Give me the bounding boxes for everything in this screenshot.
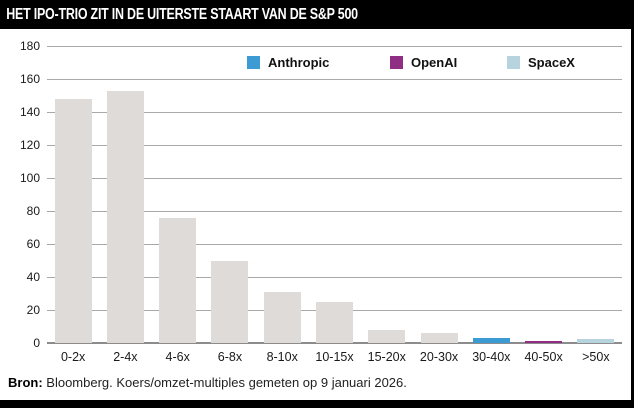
bar-40-50x-openai (525, 340, 563, 343)
x-tick-6-8x: 6-8x (217, 350, 243, 364)
chart-title: HET IPO-TRIO ZIT IN DE UITERSTE STAART V… (6, 5, 358, 23)
gridline-160 (47, 78, 622, 80)
bar-6-8x (211, 260, 249, 343)
y-tick-60: 60 (26, 237, 40, 251)
source-note-text: Bloomberg. Koers/omzet-multiples gemeten… (42, 375, 407, 390)
legend-item-openai: OpenAI (390, 55, 457, 70)
x-tick-2-4x: 2-4x (113, 350, 138, 364)
x-tick-40-50x: 40-50x (524, 350, 563, 364)
y-tick-120: 120 (19, 138, 40, 152)
x-tick-10-15x: 10-15x (315, 350, 354, 364)
gridline-60 (47, 243, 622, 245)
gridline-120 (47, 144, 622, 146)
x-tick-4-6x: 4-6x (165, 350, 190, 364)
x-tick->50x: >50x (582, 350, 610, 364)
gridline-100 (47, 177, 622, 179)
x-tick-0-2x: 0-2x (60, 350, 86, 364)
bar-10-15x (316, 301, 353, 343)
legend-swatch-spacex (507, 56, 520, 69)
gridline-140 (47, 111, 622, 113)
bar-8-10x (263, 291, 301, 343)
y-tick-180: 180 (19, 39, 40, 53)
y-tick-20: 20 (26, 303, 40, 317)
bar-2-4x (106, 90, 144, 343)
frame-bottom-bar (0, 400, 634, 408)
x-tick-15-20x: 15-20x (367, 350, 406, 364)
x-tick-20-30x: 20-30x (419, 350, 459, 364)
source-note-label: Bron: (8, 375, 43, 390)
y-tick-40: 40 (26, 270, 40, 284)
legend-swatch-openai (390, 56, 403, 69)
gridline-180 (47, 45, 622, 47)
y-tick-0: 0 (33, 336, 40, 350)
legend-label-spacex: SpaceX (528, 55, 575, 70)
x-tick-30-40x: 30-40x (472, 350, 511, 364)
y-tick-100: 100 (19, 171, 40, 185)
gridline-40 (47, 276, 622, 278)
bar-15-20x (368, 329, 406, 343)
source-note: Bron: Bloomberg. Koers/omzet-multiples g… (8, 375, 407, 390)
legend-item-anthropic: Anthropic (247, 55, 329, 70)
bar->50x-spacex (577, 338, 615, 343)
legend-label-anthropic: Anthropic (268, 55, 330, 70)
gridline-0 (47, 342, 622, 344)
y-tick-160: 160 (19, 72, 40, 86)
bar-20-30x (420, 333, 458, 343)
y-tick-140: 140 (19, 105, 40, 119)
plot-area (47, 45, 622, 344)
x-tick-8-10x: 8-10x (266, 350, 298, 364)
chart-legend: Anthropic OpenAI SpaceX (0, 55, 634, 71)
x-axis-labels: 0-2x 2-4x 4-6x 6-8x 8-10x 10-15x 15-20x 20-30x 3… (47, 350, 622, 366)
y-tick-80: 80 (26, 204, 40, 218)
legend-swatch-anthropic (247, 56, 260, 69)
legend-label-openai: OpenAI (411, 55, 458, 70)
chart-title-bar: HET IPO-TRIO ZIT IN DE UITERSTE STAART V… (0, 0, 634, 29)
y-axis-labels: 0 20 40 60 80 100 120 140 160 180 (0, 39, 40, 350)
bar-30-40x-anthropic (472, 338, 510, 343)
bar-4-6x (159, 217, 197, 343)
frame-right-border (631, 0, 634, 408)
legend-item-spacex: SpaceX (507, 55, 575, 70)
gridline-80 (47, 210, 622, 212)
bar-0-2x (54, 98, 92, 343)
